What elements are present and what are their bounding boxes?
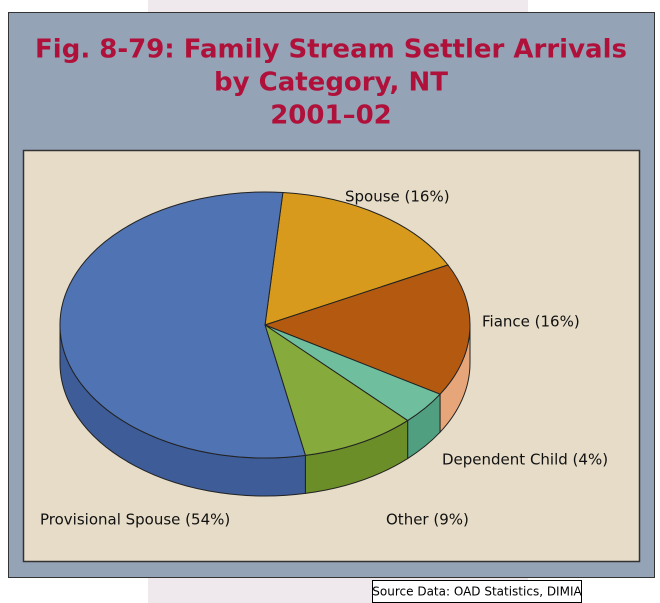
slice — [264, 323, 409, 456]
slice-label: Dependent Child (4%) — [442, 451, 608, 469]
slice-label: Spouse (16%) — [345, 188, 450, 206]
chart-title: 2001–02 — [270, 101, 392, 131]
chart-title: by Category, NT — [214, 68, 448, 98]
slice — [264, 191, 449, 326]
chart-title: Fig. 8-79: Family Stream Settler Arrival… — [35, 35, 627, 65]
slice — [263, 264, 471, 395]
slice-label: Fiance (16%) — [482, 313, 580, 331]
slice — [59, 191, 307, 459]
source-note: Source Data: OAD Statistics, DIMIA — [372, 585, 582, 599]
slice-label: Other (9%) — [386, 511, 469, 529]
slice-label: Provisional Spouse (54%) — [40, 511, 230, 529]
